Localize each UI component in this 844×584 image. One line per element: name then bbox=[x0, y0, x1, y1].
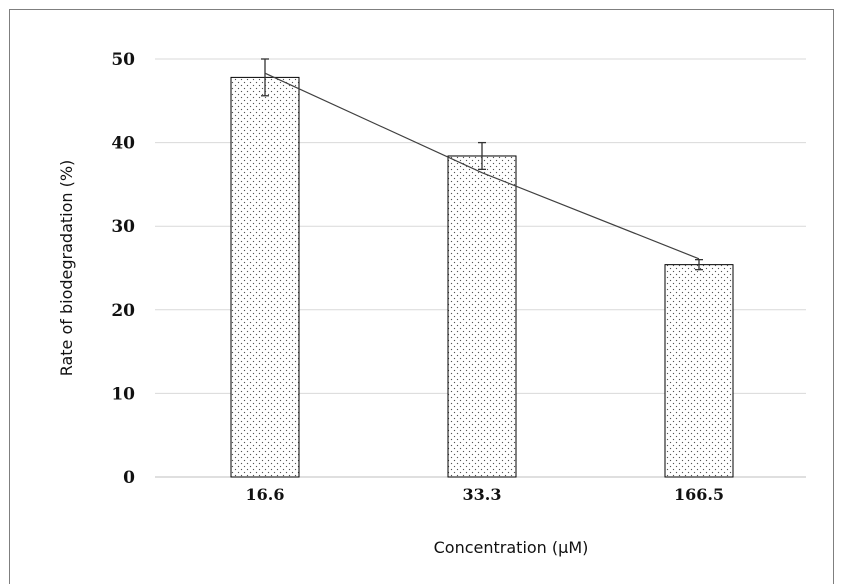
x-tick-label: 166.5 bbox=[674, 485, 724, 504]
x-axis-title: Concentration (µM) bbox=[434, 538, 589, 557]
bars bbox=[230, 76, 734, 478]
y-tick-label: 30 bbox=[111, 217, 135, 237]
y-tick-label: 50 bbox=[111, 50, 135, 70]
error-bars bbox=[261, 58, 703, 271]
bar-166.5 bbox=[664, 264, 734, 478]
error-bar-16.6 bbox=[261, 58, 269, 97]
x-tick-label: 33.3 bbox=[463, 485, 502, 504]
x-tick-labels: 16.6 33.3 166.5 bbox=[246, 485, 725, 504]
trendline bbox=[264, 72, 700, 260]
error-bar-33.3 bbox=[478, 141, 486, 171]
bar-33.3 bbox=[447, 155, 517, 478]
y-tick-label: 10 bbox=[111, 384, 135, 404]
y-axis-title: Rate of biodegradation (%) bbox=[57, 160, 76, 377]
bar-16.6 bbox=[230, 76, 300, 478]
trendline-path bbox=[264, 72, 700, 260]
error-bar-166.5 bbox=[695, 258, 703, 271]
y-tick-label: 20 bbox=[111, 301, 135, 321]
y-tick-label: 40 bbox=[111, 134, 135, 154]
x-tick-label: 16.6 bbox=[246, 485, 285, 504]
y-tick-label: 0 bbox=[123, 468, 135, 488]
y-tick-labels: 0 10 20 30 40 50 bbox=[111, 50, 135, 488]
